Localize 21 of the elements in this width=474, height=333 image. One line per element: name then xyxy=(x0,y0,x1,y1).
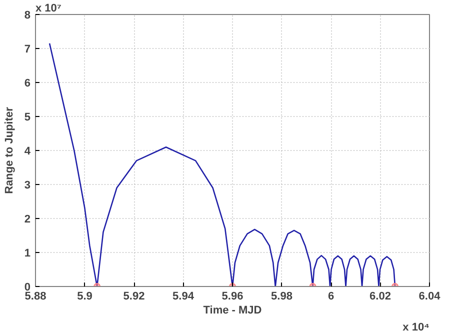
y-tick-label: 4 xyxy=(24,146,32,158)
x-tick-label: 5.98 xyxy=(271,290,292,302)
x-tick-label: 6.04 xyxy=(418,290,442,302)
x-tick-label: 5.92 xyxy=(123,290,145,302)
y-tick-label: 8 xyxy=(24,10,31,22)
annotation: x 10⁷ xyxy=(36,2,62,14)
x-tick-label: 6 xyxy=(328,290,334,302)
x-axis-title: Time - MJD xyxy=(203,304,262,316)
x-tick-label: 5.94 xyxy=(172,290,195,302)
y-tick-label: 7 xyxy=(24,44,31,56)
text: x 10⁴ xyxy=(402,322,430,333)
x-tick-label: 5.88 xyxy=(24,290,46,302)
y-axis-title: Range to Jupiter xyxy=(3,106,16,194)
y-tick-label: 6 xyxy=(24,78,31,90)
x-tick-label: 6.02 xyxy=(370,290,391,302)
x-tick-label: 5.96 xyxy=(222,290,244,302)
x-tick-label: 5.9 xyxy=(77,290,92,302)
y-tick-label: 2 xyxy=(24,214,31,226)
y-tick-label: 3 xyxy=(24,180,31,192)
y-tick-label: 5 xyxy=(24,112,31,124)
y-tick-label: 1 xyxy=(24,248,31,260)
